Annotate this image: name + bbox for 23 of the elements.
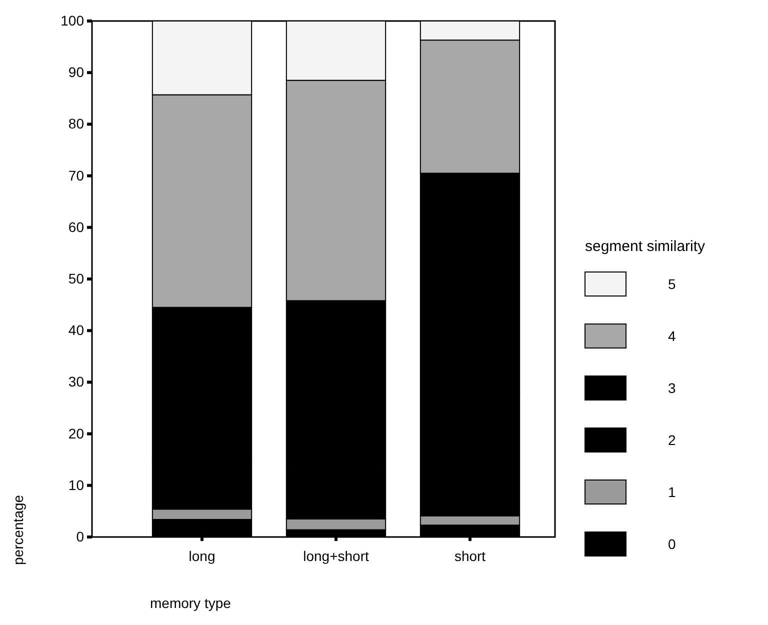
text: 0	[668, 536, 676, 552]
legend-title: segment similarity	[585, 238, 706, 255]
x-tick-label: long+short	[303, 548, 369, 564]
y-tick-label: 20	[68, 425, 84, 442]
text: 5	[668, 276, 676, 292]
text: 1	[668, 484, 676, 500]
y-tick-label: 40	[68, 322, 84, 338]
y-tick-label: 60	[68, 218, 84, 235]
y-tick-label: 90	[68, 64, 84, 80]
text: 3	[668, 380, 676, 396]
y-tick-label: 50	[68, 270, 84, 286]
text: 2	[668, 432, 676, 448]
y-tick-label: 10	[68, 476, 84, 493]
y-tick-label: 70	[68, 167, 84, 184]
y-tick-label: 100	[60, 12, 84, 28]
y-tick-label: 30	[68, 374, 84, 390]
x-tick-label: short	[454, 548, 486, 564]
text: 4	[668, 328, 676, 344]
y-tick-label: 0	[76, 528, 84, 544]
y-axis-title: percentage	[10, 494, 26, 565]
x-axis-title: memory type	[150, 595, 232, 611]
y-tick-label: 80	[68, 116, 84, 132]
x-tick-label: long	[188, 548, 216, 564]
